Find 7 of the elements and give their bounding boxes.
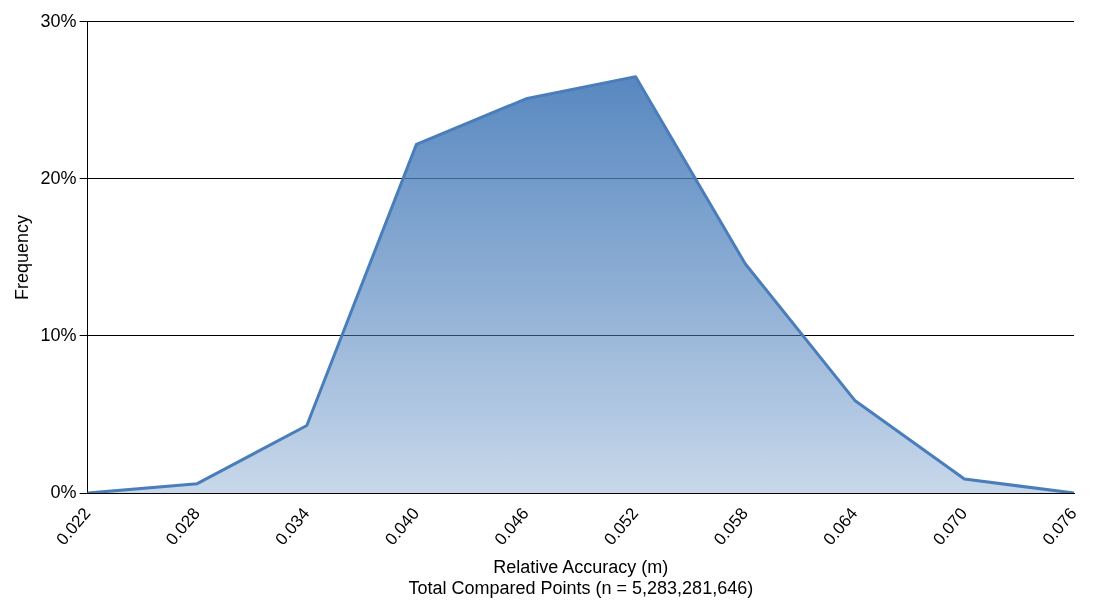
x-axis-title: Relative Accuracy (m) xyxy=(493,556,669,577)
y-tick-label: 30% xyxy=(40,10,77,31)
y-tick-label: 20% xyxy=(40,167,77,188)
text: Total Compared Points (n = 5,283,281,646) xyxy=(408,578,754,599)
y-axis-title: Frequency xyxy=(11,214,32,300)
y-tick-label: 0% xyxy=(50,482,77,503)
y-tick-label: 10% xyxy=(40,324,77,345)
